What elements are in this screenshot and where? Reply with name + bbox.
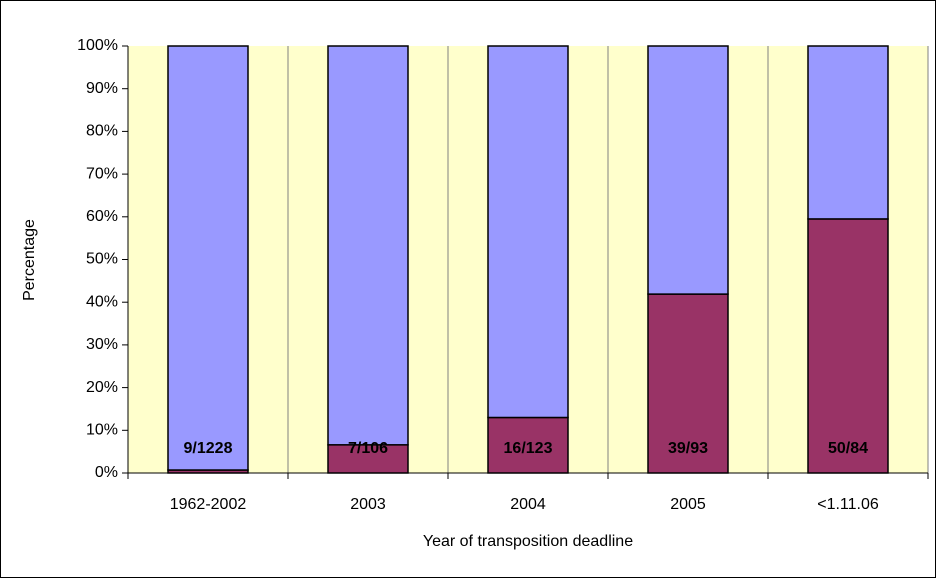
- y-tick-label: 0%: [95, 464, 118, 481]
- bar-segment: [807, 218, 889, 474]
- y-axis-label: Percentage: [21, 219, 38, 301]
- y-tick-label: 40%: [86, 293, 118, 310]
- y-tick-label: 100%: [77, 37, 118, 54]
- y-tick-label: 70%: [86, 165, 118, 182]
- y-tick-label: 90%: [86, 80, 118, 97]
- x-axis-label: Year of transposition deadline: [423, 533, 633, 550]
- bar-segment: [167, 45, 249, 471]
- bar-label: 9/1228: [184, 440, 233, 457]
- y-tick-label: 10%: [86, 422, 118, 439]
- bar-label: 39/93: [668, 440, 708, 457]
- x-tick-label: 2005: [670, 496, 706, 513]
- x-tick-label: 1962-2002: [170, 496, 247, 513]
- bar-segment: [487, 45, 569, 419]
- bar-label: 50/84: [828, 440, 868, 457]
- bar-segment: [327, 444, 409, 474]
- bar-label: 16/123: [504, 440, 553, 457]
- y-tick-label: 80%: [86, 123, 118, 140]
- bar-segment: [327, 45, 409, 446]
- bar-segment: [647, 293, 729, 474]
- x-tick-label: <1.11.06: [817, 496, 879, 513]
- bar-segment: [647, 45, 729, 295]
- y-tick-label: 20%: [86, 379, 118, 396]
- x-tick-label: 2004: [510, 496, 546, 513]
- bar-segment: [807, 45, 889, 220]
- bar-label: 7/106: [348, 440, 388, 457]
- y-tick-label: 50%: [86, 251, 118, 268]
- x-tick-label: 2003: [350, 496, 386, 513]
- y-tick-label: 30%: [86, 336, 118, 353]
- y-tick-label: 60%: [86, 208, 118, 225]
